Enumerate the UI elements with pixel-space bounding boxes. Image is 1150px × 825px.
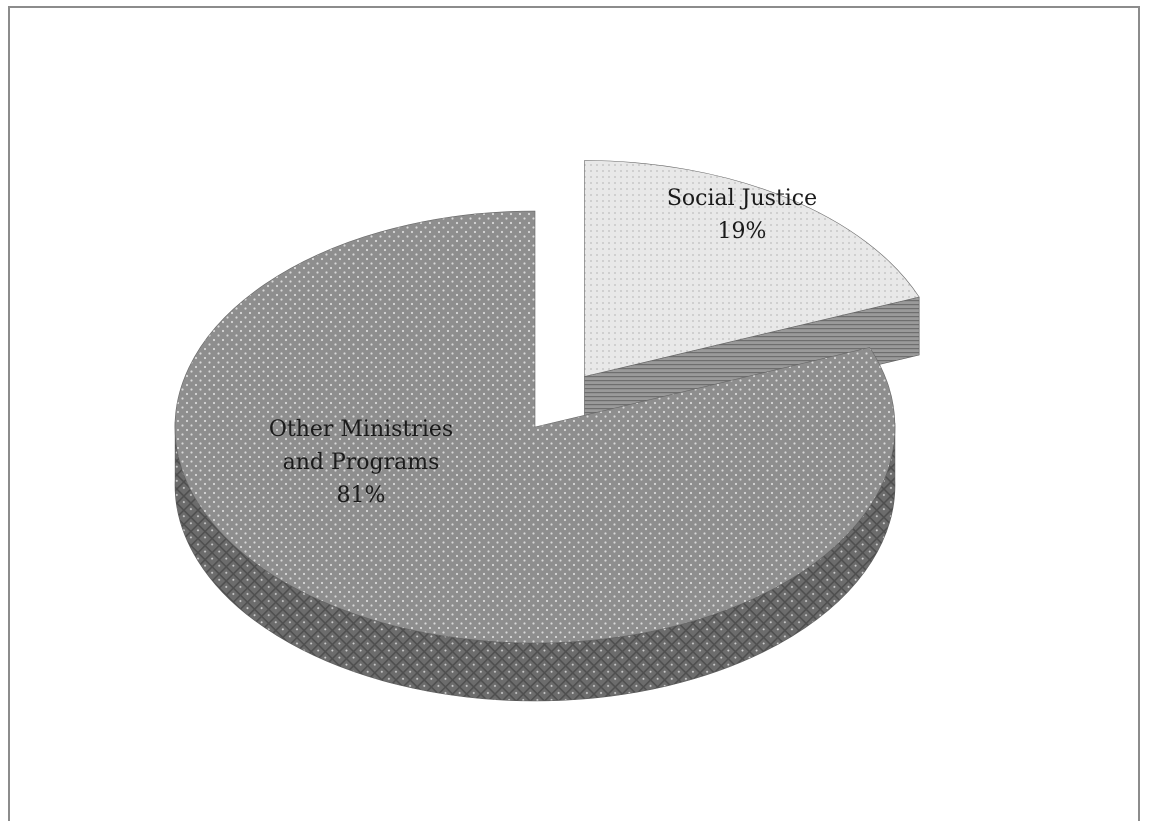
slice-label-line: 81% [337, 483, 386, 508]
chart-frame [8, 6, 1140, 821]
slice-label-social-justice: Social Justice 19% [667, 186, 817, 244]
slice-top-social-justice [584, 160, 920, 377]
slice-label-line: and Programs [283, 450, 440, 475]
slice-label-other-ministries: Other Ministries and Programs 81% [269, 417, 453, 508]
slice-label-line: Other Ministries [269, 417, 453, 442]
slice-label-line: 19% [718, 219, 767, 244]
slice-label-line: Social Justice [667, 186, 817, 211]
slice-top-other-ministries [174, 210, 896, 644]
